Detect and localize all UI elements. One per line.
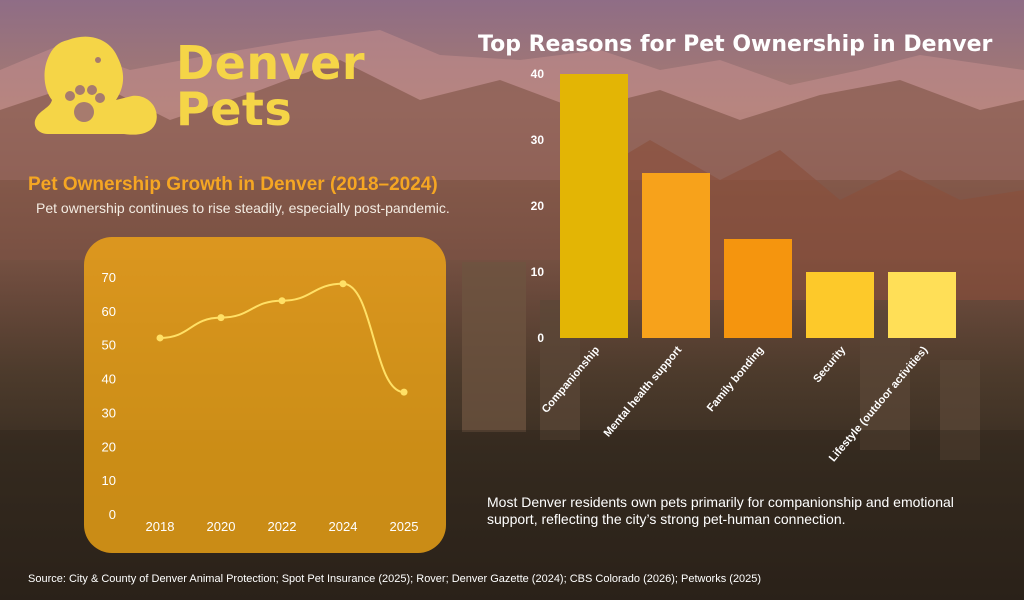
- series-line: [159, 282, 405, 394]
- data-point: [278, 297, 286, 305]
- bar: [724, 239, 792, 338]
- line-chart-title: Pet Ownership Growth in Denver (2018–202…: [28, 174, 438, 195]
- y-tick-label: 60: [102, 304, 116, 319]
- brand-line-1: Denver: [176, 36, 365, 90]
- y-tick-label: 70: [102, 270, 116, 285]
- y-tick-label: 20: [102, 439, 116, 454]
- bar-chart-caption: Most Denver residents own pets primarily…: [487, 494, 954, 527]
- line-chart-subtitle: Pet ownership continues to rise steadily…: [36, 200, 450, 216]
- y-tick-label: 0: [537, 331, 544, 345]
- y-tick-label: 50: [102, 338, 116, 353]
- line-chart: 0 10 20 30 40 50 60 70 2018 2020 2022 2024 2025: [102, 270, 419, 534]
- source-note: Source: City & County of Denver Animal P…: [28, 573, 762, 585]
- bar: [888, 272, 956, 338]
- y-tick-label: 10: [531, 265, 545, 279]
- y-tick-label: 10: [102, 473, 116, 488]
- bar: [560, 74, 628, 338]
- y-tick-label: 30: [531, 133, 545, 147]
- y-tick-label: 0: [109, 507, 116, 522]
- bar: [806, 272, 874, 338]
- y-tick-label: 40: [531, 67, 545, 81]
- data-point: [400, 388, 408, 396]
- y-tick-label: 20: [531, 199, 545, 213]
- category-label: Companionship: [540, 344, 603, 416]
- data-point: [156, 334, 164, 342]
- x-tick-label: 2020: [207, 519, 236, 534]
- x-tick-label: 2025: [390, 519, 419, 534]
- category-label: Security: [811, 344, 849, 386]
- category-label: Family bonding: [705, 344, 766, 414]
- bar: [642, 173, 710, 338]
- x-tick-label: 2022: [268, 519, 297, 534]
- bar-chart: 0 10 20 30 40 Companionship Mental health supp…: [531, 67, 956, 464]
- brand-line-2: Pets: [176, 82, 293, 136]
- data-point: [217, 314, 225, 322]
- y-tick-label: 40: [102, 372, 116, 387]
- y-tick-label: 30: [102, 405, 116, 420]
- x-tick-label: 2018: [146, 519, 175, 534]
- brand-name: Denver Pets: [176, 40, 365, 132]
- line-chart-card: [84, 237, 446, 553]
- data-point: [339, 280, 347, 288]
- category-label: Lifestyle (outdoor activities): [827, 344, 931, 464]
- dog-cat-paw-logo-icon: [34, 36, 157, 135]
- category-label: Mental health support: [602, 344, 685, 440]
- bar-chart-title: Top Reasons for Pet Ownership in Denver: [478, 32, 993, 57]
- x-tick-label: 2024: [329, 519, 358, 534]
